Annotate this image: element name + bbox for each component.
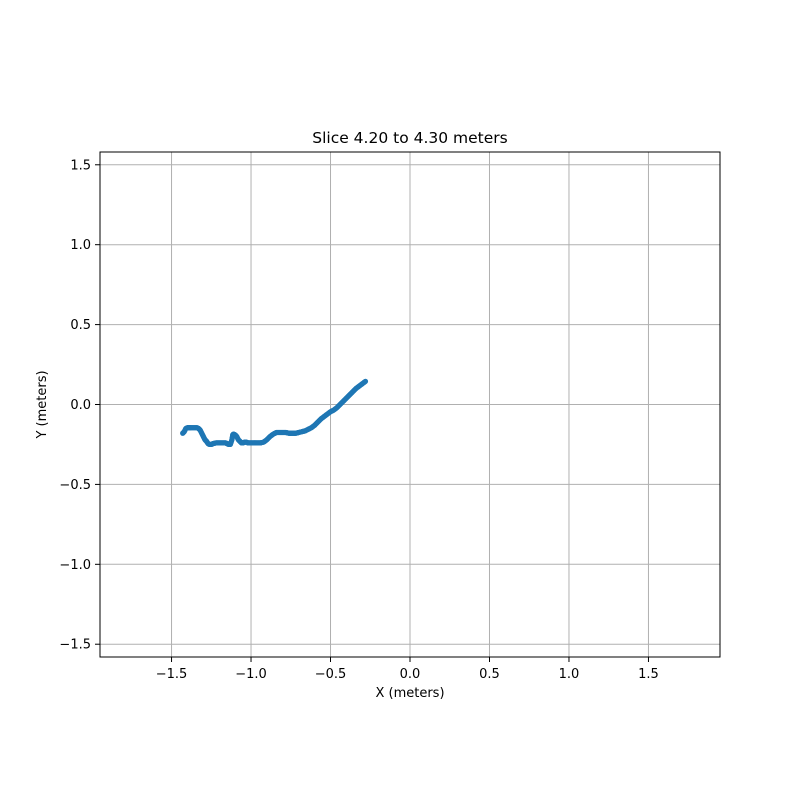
x-tick-label: 0.0 <box>400 667 421 682</box>
y-tick-label: −1.5 <box>59 638 91 653</box>
x-tick-label: −0.5 <box>315 667 347 682</box>
chart-title: Slice 4.20 to 4.30 meters <box>312 129 508 147</box>
x-tick-label: 0.5 <box>479 667 500 682</box>
grid <box>100 152 720 657</box>
x-tick-label: 1.0 <box>559 667 580 682</box>
x-tick-label: −1.0 <box>235 667 267 682</box>
x-tick-label: −1.5 <box>156 667 188 682</box>
x-axis-label: X (meters) <box>375 686 444 701</box>
y-tick-label: 0.5 <box>70 318 91 333</box>
x-axis-ticks: −1.5 −1.0 −0.5 0.0 0.5 1.0 1.5 <box>156 657 659 682</box>
y-tick-label: 0.0 <box>70 398 91 413</box>
y-tick-label: −0.5 <box>59 478 91 493</box>
x-tick-label: 1.5 <box>638 667 659 682</box>
y-tick-label: 1.5 <box>70 158 91 173</box>
scatter-point <box>362 378 369 384</box>
y-axis-label: Y (meters) <box>35 370 50 439</box>
scatter-series <box>180 378 369 448</box>
y-tick-label: −1.0 <box>59 558 91 573</box>
y-axis-ticks: −1.5 −1.0 −0.5 0.0 0.5 1.0 1.5 <box>59 158 100 653</box>
y-tick-label: 1.0 <box>70 238 91 253</box>
